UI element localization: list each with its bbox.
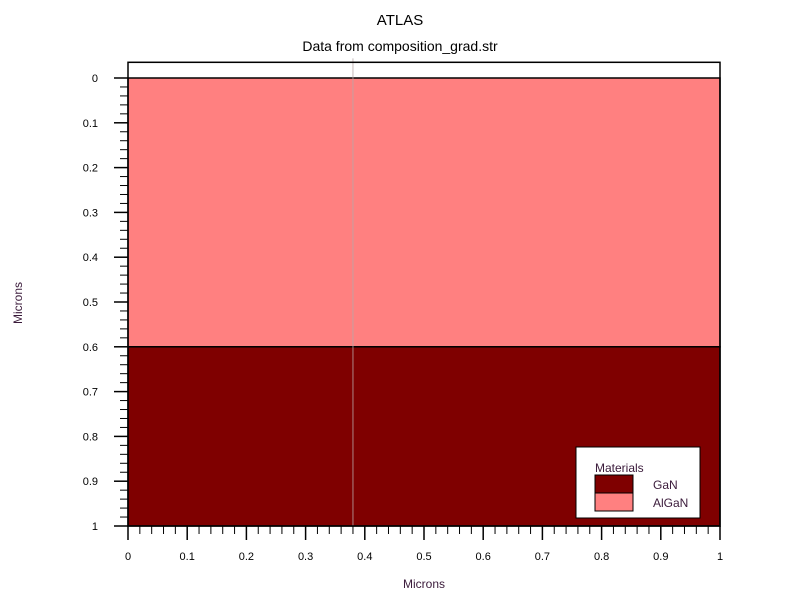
y-axis-label: Microns bbox=[11, 282, 25, 324]
legend-label-gan: GaN bbox=[653, 478, 678, 492]
x-tick-label: 0.7 bbox=[535, 551, 550, 563]
y-tick-label: 0.2 bbox=[83, 163, 98, 175]
top-margin-region bbox=[127, 61, 721, 79]
y-tick-label: 0.9 bbox=[83, 476, 98, 488]
legend-swatch-gan bbox=[594, 474, 634, 494]
x-tick-label: 0.5 bbox=[416, 551, 431, 563]
region-algan bbox=[127, 77, 721, 348]
y-tick-label: 0.6 bbox=[83, 342, 98, 354]
legend: Materials GaN AlGaN bbox=[575, 446, 701, 519]
legend-title: Materials bbox=[595, 461, 644, 475]
x-tick-label: 0 bbox=[125, 551, 131, 563]
y-tick-label: 0 bbox=[92, 73, 98, 85]
chart-title: ATLAS bbox=[376, 12, 424, 29]
y-tick-label: 0.4 bbox=[83, 252, 98, 264]
x-tick-label: 0.3 bbox=[298, 551, 313, 563]
legend-label-algan: AlGaN bbox=[653, 496, 688, 510]
y-tick-label: 0.8 bbox=[83, 431, 98, 443]
x-tick-label: 0.9 bbox=[653, 551, 668, 563]
x-tick-label: 0.8 bbox=[594, 551, 609, 563]
x-tick-label: 0.2 bbox=[239, 551, 254, 563]
x-tick-label: 0.4 bbox=[357, 551, 372, 563]
chart-subtitle: Data from composition_grad.str bbox=[302, 38, 498, 54]
legend-swatch-algan bbox=[594, 492, 634, 512]
x-axis-label: Microns bbox=[403, 577, 445, 591]
x-tick-label: 1 bbox=[717, 551, 723, 563]
x-tick-label: 0.1 bbox=[180, 551, 195, 563]
y-tick-label: 1 bbox=[92, 521, 98, 533]
y-tick-label: 0.1 bbox=[83, 118, 98, 130]
y-tick-label: 0.3 bbox=[83, 207, 98, 219]
y-tick-label: 0.7 bbox=[83, 387, 98, 399]
y-tick-label: 0.5 bbox=[83, 297, 98, 309]
x-tick-label: 0.6 bbox=[476, 551, 491, 563]
